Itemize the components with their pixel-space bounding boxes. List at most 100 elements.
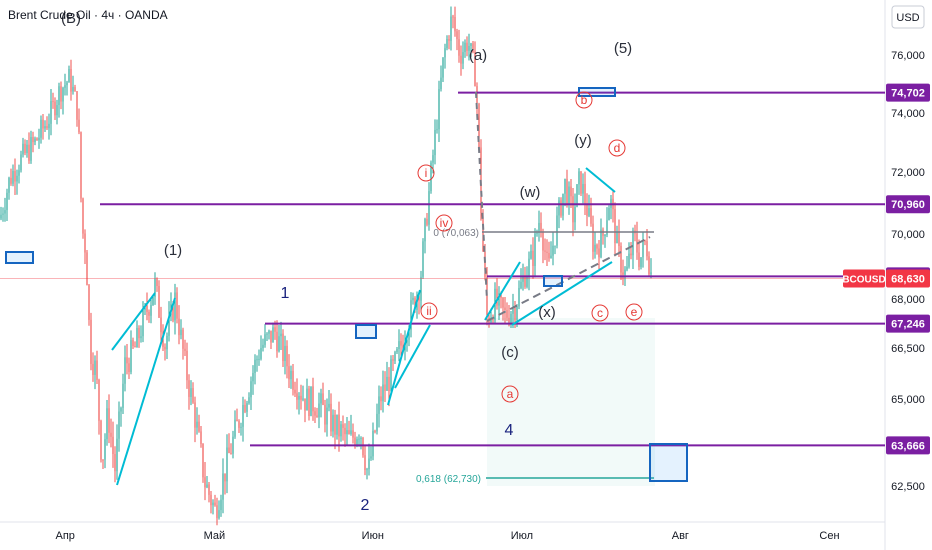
candle-body: [210, 494, 212, 506]
candle-body: [340, 424, 342, 437]
candle-body: [570, 186, 572, 197]
y-tick-label: 70,000: [891, 229, 925, 241]
candle-body: [230, 452, 232, 454]
candle-body: [312, 386, 314, 412]
trend-line: [111, 292, 156, 351]
candle-body: [496, 288, 498, 306]
candle-body: [374, 430, 376, 432]
candle-body: [376, 413, 378, 432]
wave-label-circle: [501, 385, 519, 403]
candle-body: [78, 119, 80, 133]
candle-body: [138, 327, 140, 339]
candle-body: [388, 376, 390, 391]
candle-body: [14, 170, 16, 182]
symbol-title: Brent Crude Oil · 4ч · OANDA: [8, 8, 168, 22]
candle-body: [386, 376, 388, 391]
candle-body: [616, 232, 618, 244]
wave-label: 2: [361, 497, 370, 514]
candle-body: [268, 330, 270, 334]
candle-body: [380, 396, 382, 402]
candle-body: [468, 46, 470, 51]
fib-zero-label: 0 (70,063): [433, 228, 479, 239]
candle-body: [626, 266, 628, 270]
candle-body: [408, 329, 410, 340]
candle-body: [394, 352, 396, 361]
candle-body: [124, 357, 126, 384]
wave-label-circle: [435, 214, 453, 232]
candles-group: [0, 6, 652, 526]
candle-body: [536, 232, 538, 234]
wave-label: ii: [426, 304, 431, 318]
candle-body: [406, 339, 408, 343]
candle-body: [596, 244, 598, 249]
currency-label: USD: [896, 12, 919, 24]
candle-body: [478, 104, 480, 148]
candle-body: [572, 196, 574, 223]
candle-body: [588, 208, 590, 216]
candle-body: [354, 437, 356, 445]
candle-body: [424, 218, 426, 242]
candle-body: [236, 419, 238, 422]
candle-body: [12, 170, 14, 184]
wave-label: a: [507, 387, 514, 401]
candle-body: [604, 234, 606, 236]
candle-body: [44, 126, 46, 129]
candle-body: [624, 269, 626, 275]
candle-body: [22, 143, 24, 155]
y-tick-label: 66,500: [891, 343, 925, 355]
wave-label-circle: [417, 164, 435, 182]
x-tick-label: Сен: [819, 530, 839, 542]
target-box: [543, 275, 563, 287]
candle-body: [96, 360, 98, 380]
candle-body: [154, 278, 156, 297]
candle-body: [338, 414, 340, 437]
candle-body: [446, 39, 448, 49]
candle-body: [432, 155, 434, 163]
candle-body: [412, 297, 414, 301]
candle-body: [396, 349, 398, 353]
candle-body: [550, 255, 552, 259]
candle-body: [510, 313, 512, 324]
candle-body: [76, 91, 78, 120]
candle-body: [262, 344, 264, 349]
candle-body: [524, 275, 526, 287]
candle-body: [222, 473, 224, 500]
candle-body: [620, 245, 622, 273]
candle-body: [150, 305, 152, 316]
candle-body: [590, 208, 592, 224]
candle-body: [578, 171, 580, 185]
candle-body: [526, 276, 528, 287]
candle-body: [648, 256, 650, 275]
candle-body: [452, 16, 454, 18]
candle-body: [58, 86, 60, 106]
candle-body: [84, 233, 86, 253]
candle-body: [258, 358, 260, 360]
candle-body: [248, 397, 250, 404]
dashed-channel-line: [486, 236, 651, 322]
candle-body: [20, 154, 22, 171]
candle-body: [356, 439, 358, 445]
candle-body: [450, 16, 452, 41]
candle-body: [166, 335, 168, 350]
wave-label-circle: [575, 91, 593, 109]
candle-body: [214, 502, 216, 506]
candle-body: [16, 175, 18, 182]
candle-body: [618, 232, 620, 246]
candle-body: [594, 244, 596, 252]
candle-body: [418, 295, 420, 301]
candle-body: [410, 300, 412, 330]
price-level-label: 67,246: [891, 319, 925, 331]
candle-body: [458, 39, 460, 56]
candle-body: [390, 359, 392, 391]
wave-label: e: [631, 305, 638, 319]
x-tick-label: Июл: [511, 530, 533, 542]
current-price-label: 68,630: [891, 274, 925, 286]
candle-body: [382, 384, 384, 402]
candle-body: [6, 192, 8, 211]
candle-body: [516, 306, 518, 321]
candle-body: [440, 77, 442, 90]
y-tick-label: 62,500: [891, 481, 925, 493]
price-level-tag: [886, 314, 930, 333]
